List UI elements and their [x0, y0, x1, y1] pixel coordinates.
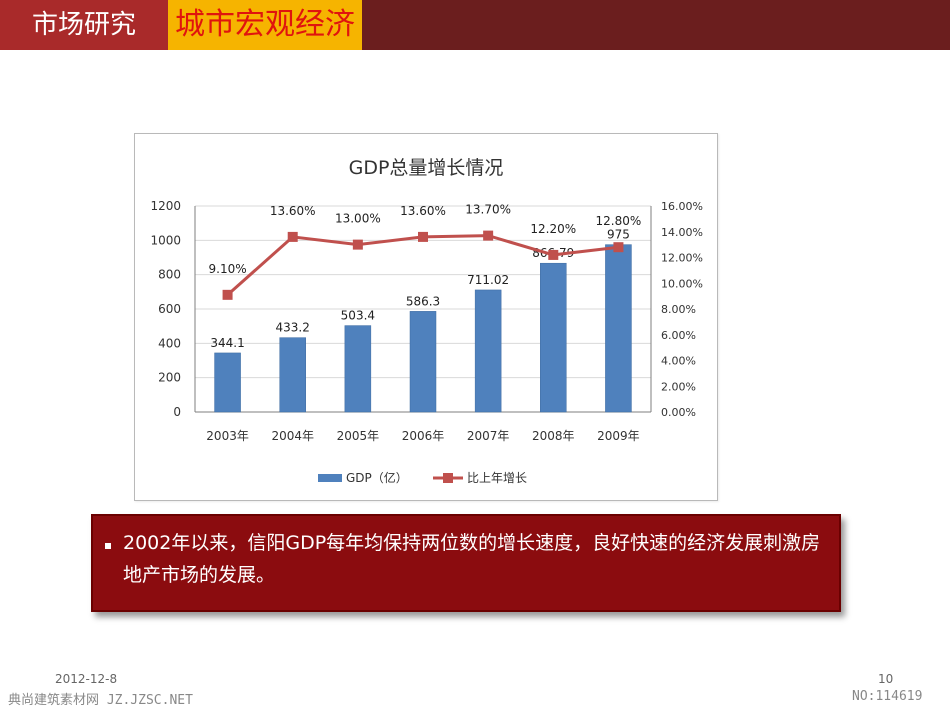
x-tick-label: 2006年 [402, 429, 445, 443]
chart-canvas: GDP总量增长情况 0 200 400 600 800 1000 1200 0.00% 2.00%… [150, 157, 703, 485]
y-right-tick-label: 6.00% [661, 329, 696, 342]
growth-value-label: 13.00% [335, 212, 381, 226]
bar [409, 311, 437, 413]
y-right-tick-label: 2.00% [661, 380, 696, 393]
growth-value-label: 12.80% [596, 214, 642, 228]
growth-point [222, 289, 233, 300]
growth-point [613, 242, 624, 253]
x-tick-label: 2003年 [206, 429, 249, 443]
y-right-tick-label: 16.00% [661, 200, 703, 213]
section-label: 市场研究 [0, 0, 168, 50]
x-tick-label: 2004年 [271, 429, 314, 443]
y-right-tick-label: 12.00% [661, 252, 703, 265]
growth-point [483, 230, 494, 241]
topic-label: 城市宏观经济 [168, 0, 362, 50]
bullet-icon [105, 543, 111, 549]
bar [474, 289, 502, 413]
y-left-tick-label: 1200 [150, 199, 181, 213]
watermark-right: NO:114619 [852, 689, 923, 704]
y-left-tick-label: 400 [158, 336, 181, 350]
growth-value-label: 13.60% [270, 204, 316, 218]
growth-point [352, 239, 363, 250]
summary-callout: 2002年以来，信阳GDP每年均保持两位数的增长速度，良好快速的经济发展刺激房地… [91, 514, 841, 612]
y-left-tick-label: 200 [158, 371, 181, 385]
bar-value-label: 586.3 [406, 294, 440, 308]
bar-value-label: 503.4 [341, 309, 375, 323]
y-right-tick-label: 14.00% [661, 226, 703, 239]
legend-bar-swatch [318, 474, 342, 482]
summary-text: 2002年以来，信阳GDP每年均保持两位数的增长速度，良好快速的经济发展刺激房地… [123, 532, 821, 586]
growth-value-label: 13.60% [400, 204, 446, 218]
y-left-tick-label: 800 [158, 268, 181, 282]
x-tick-label: 2009年 [597, 429, 640, 443]
growth-value-label: 13.70% [465, 203, 511, 217]
bar-value-label: 975 [607, 228, 630, 242]
growth-point [548, 249, 559, 260]
y-left-tick-label: 0 [173, 405, 181, 419]
x-tick-label: 2008年 [532, 429, 575, 443]
y-right-tick-label: 8.00% [661, 303, 696, 316]
bar-value-label: 711.02 [467, 273, 509, 287]
growth-point [418, 231, 428, 242]
footer-date: 2012-12-8 [55, 672, 118, 686]
header-bar: 市场研究 城市宏观经济 [0, 0, 950, 50]
watermark-left: 典尚建筑素材网 JZ.JZSC.NET [8, 693, 193, 708]
growth-value-label: 9.10% [209, 262, 247, 276]
y-right-tick-label: 0.00% [661, 406, 696, 419]
legend-line-marker [443, 473, 453, 483]
bar [540, 262, 567, 413]
growth-value-label: 12.20% [530, 222, 576, 236]
gdp-chart: GDP总量增长情况 0 200 400 600 800 1000 1200 0.00% 2.00%… [134, 133, 718, 501]
bar [344, 325, 372, 413]
y-right-tick-label: 10.00% [661, 277, 703, 290]
page-number: 10 [878, 672, 894, 686]
x-tick-label: 2005年 [337, 429, 380, 443]
growth-point [287, 231, 298, 242]
y-left-tick-label: 600 [158, 302, 181, 316]
x-tick-label: 2007年 [467, 429, 510, 443]
y-right-tick-label: 4.00% [661, 355, 696, 368]
bar [214, 352, 241, 413]
legend-line-label: 比上年增长 [467, 471, 527, 485]
bar [279, 337, 306, 413]
bar-value-label: 344.1 [210, 336, 244, 350]
bar-value-label: 433.2 [276, 321, 310, 335]
chart-title: GDP总量增长情况 [349, 157, 504, 179]
bar [605, 244, 632, 413]
legend-bar-label: GDP（亿） [346, 470, 408, 485]
y-left-tick-label: 1000 [150, 233, 181, 247]
